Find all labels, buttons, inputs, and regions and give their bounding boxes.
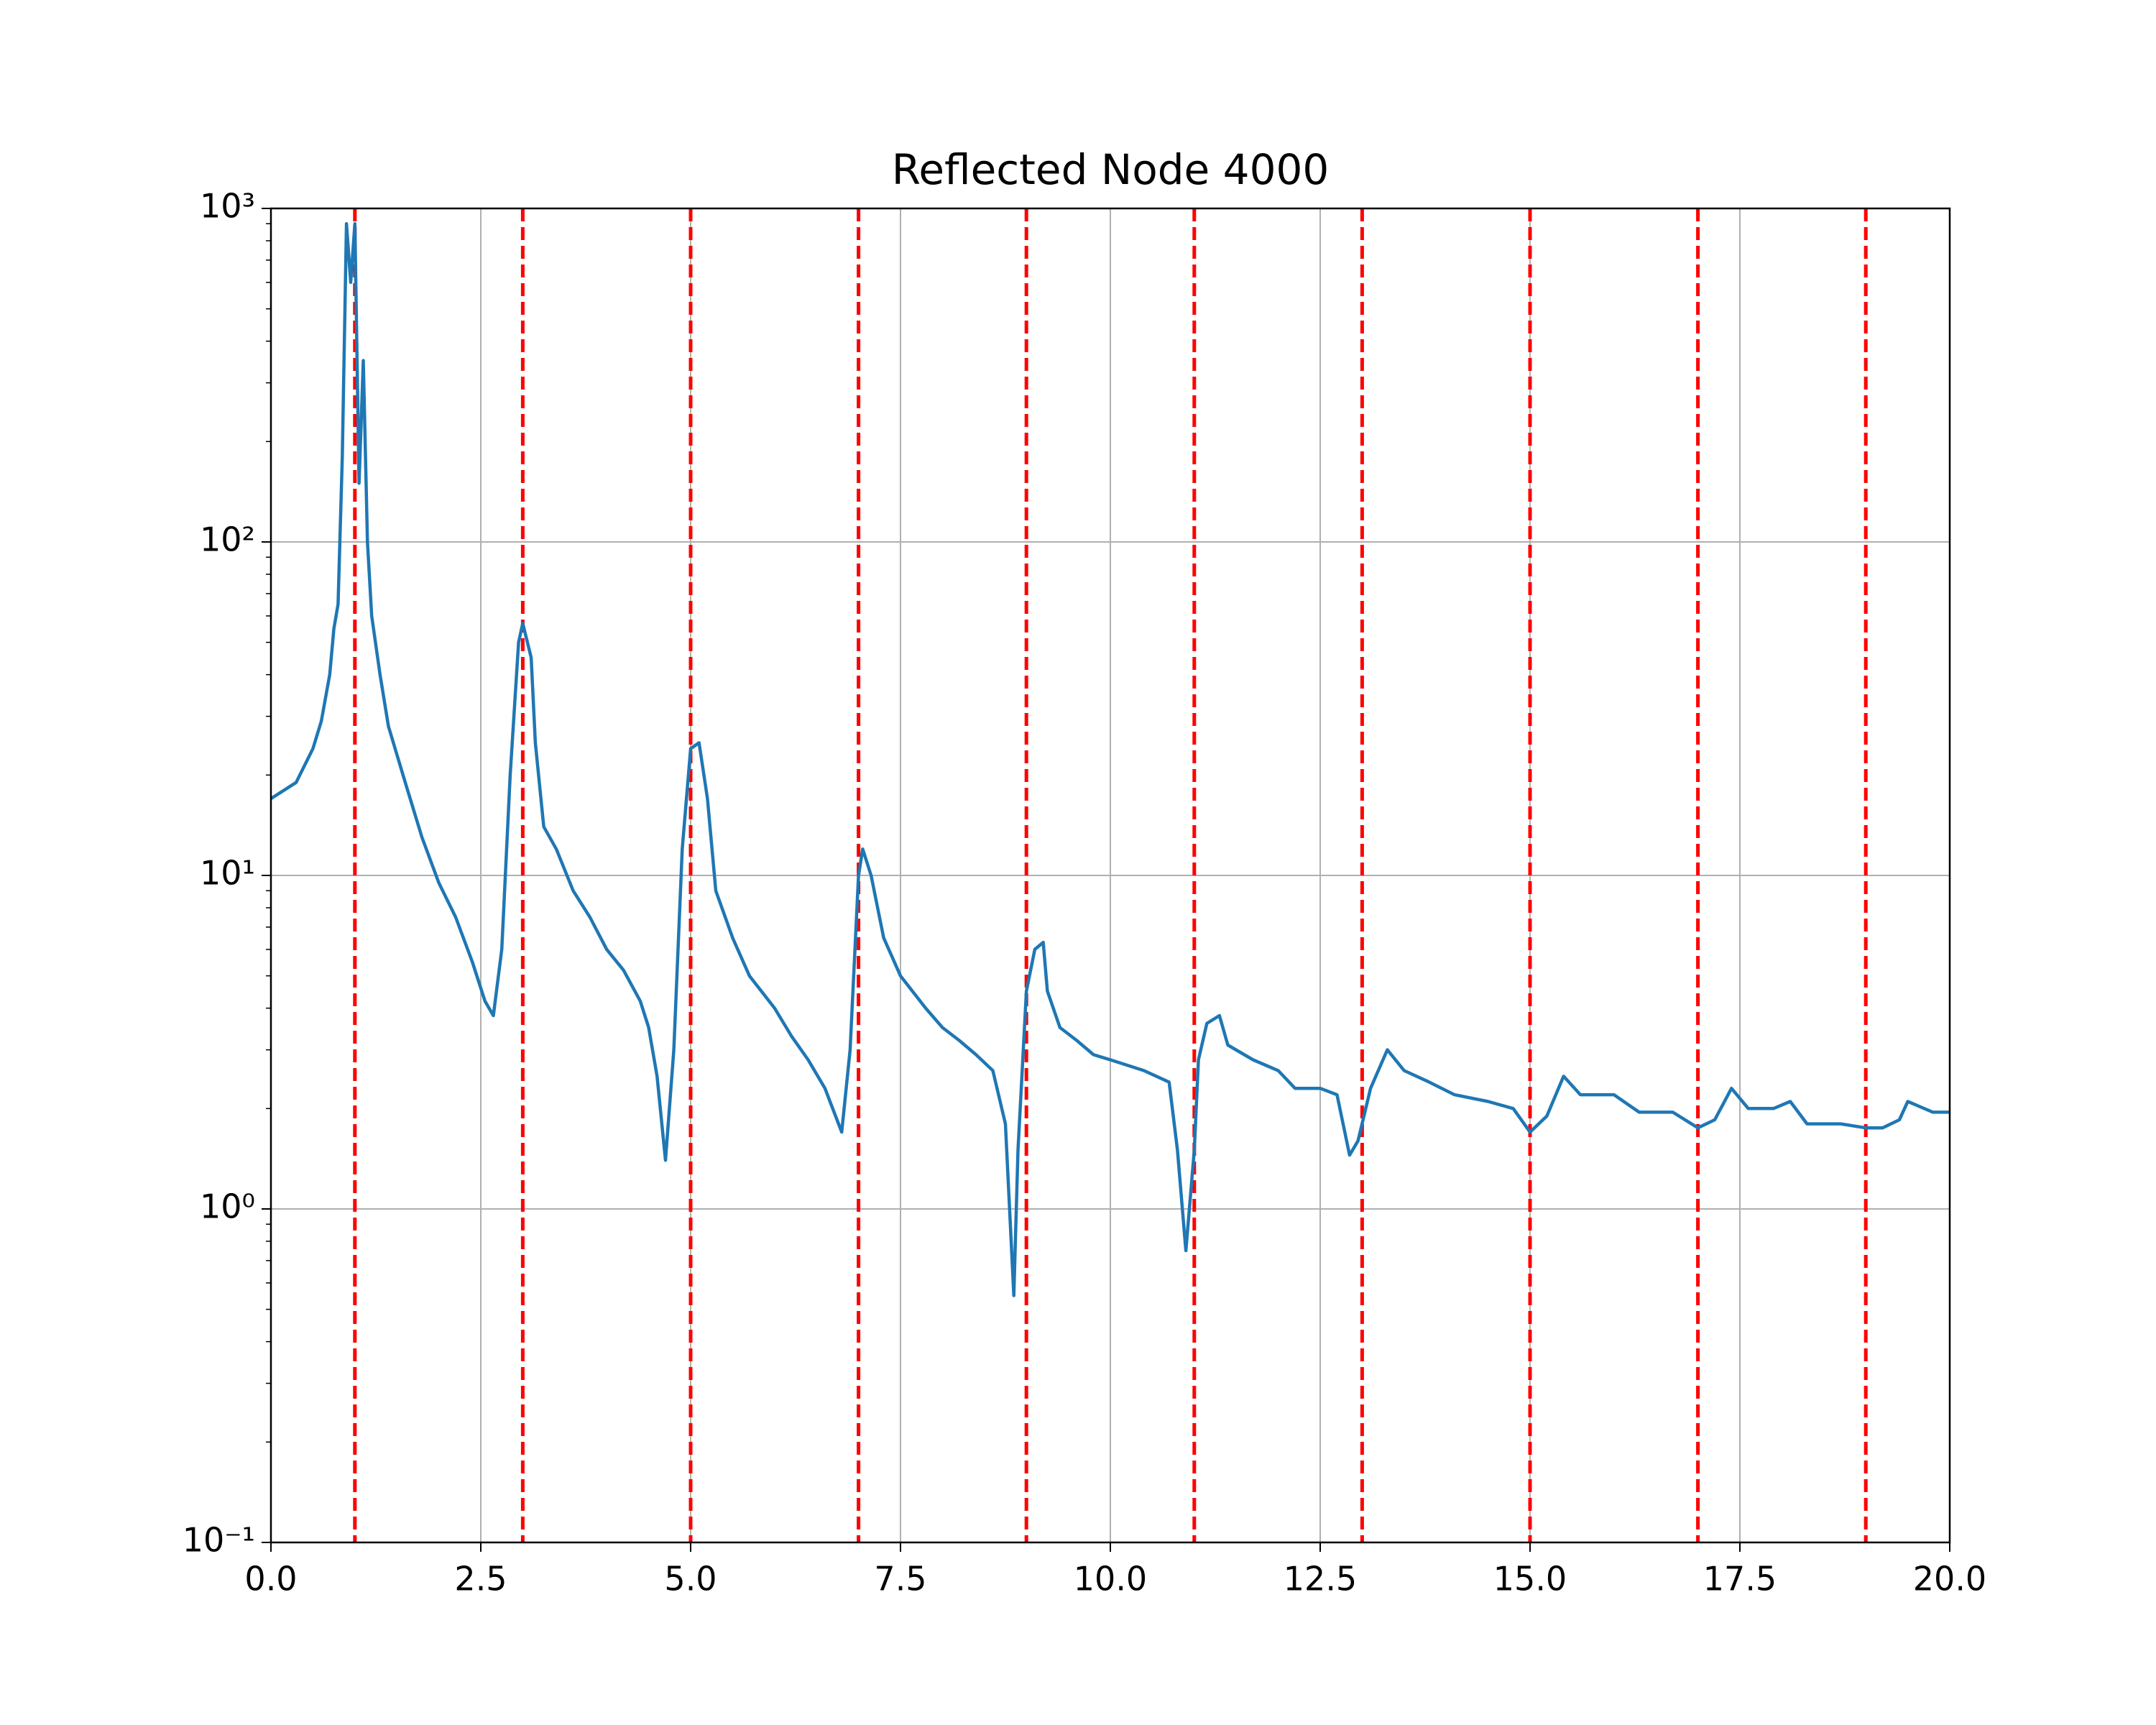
x-tick-label: 0.0 [244, 1560, 297, 1598]
y-tick-label: 10⁰ [200, 1187, 255, 1226]
x-tick-label: 15.0 [1493, 1560, 1567, 1598]
y-tick-label: 10¹ [200, 854, 255, 893]
data-line [270, 221, 1950, 1297]
x-tick-label: 2.5 [454, 1560, 507, 1598]
y-tick-label: 10³ [200, 187, 255, 226]
x-tick-label: 7.5 [874, 1560, 926, 1598]
plot-frame [270, 207, 1951, 1544]
chart-title: Reflected Node 4000 [892, 145, 1330, 194]
x-tick-label: 12.5 [1284, 1560, 1357, 1598]
y-tick-label: 10⁻¹ [183, 1521, 255, 1560]
y-tick-label: 10² [200, 520, 255, 559]
x-tick-label: 5.0 [664, 1560, 717, 1598]
x-tick-label: 17.5 [1703, 1560, 1777, 1598]
x-tick-label: 20.0 [1913, 1560, 1986, 1598]
x-tick-label: 10.0 [1074, 1560, 1147, 1598]
